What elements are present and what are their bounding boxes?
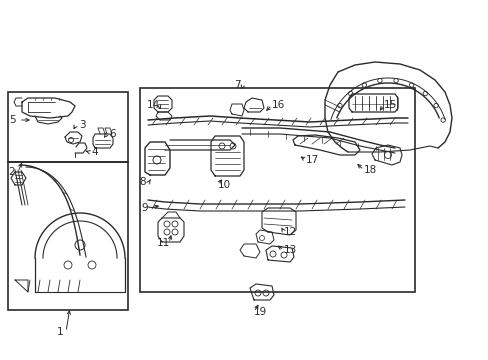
Text: 14: 14	[146, 100, 159, 110]
Text: 10: 10	[217, 180, 230, 190]
Text: 1: 1	[57, 327, 63, 337]
Text: 16: 16	[271, 100, 284, 110]
Text: 5: 5	[10, 115, 16, 125]
Text: 2: 2	[9, 167, 15, 177]
Text: 13: 13	[283, 245, 296, 255]
Text: 19: 19	[253, 307, 266, 317]
Text: 3: 3	[79, 120, 85, 130]
Text: 18: 18	[363, 165, 376, 175]
Text: 6: 6	[109, 129, 116, 139]
Bar	[140, 88, 414, 292]
Bar	[8, 92, 128, 162]
Text: 8: 8	[140, 177, 146, 187]
Text: 12: 12	[283, 227, 296, 237]
Text: 9: 9	[142, 203, 148, 213]
Text: 15: 15	[383, 100, 396, 110]
Text: 17: 17	[305, 155, 318, 165]
Text: 7: 7	[233, 80, 240, 90]
Text: 4: 4	[92, 147, 98, 157]
Text: 11: 11	[156, 238, 169, 248]
Bar	[8, 162, 128, 310]
